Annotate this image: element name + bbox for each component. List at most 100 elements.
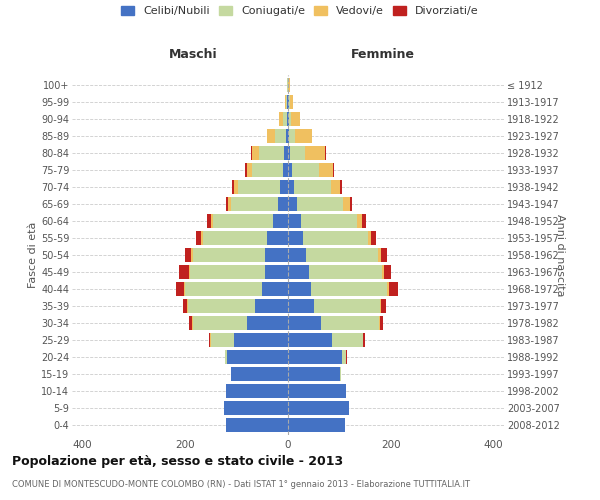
Bar	[342, 350, 346, 364]
Bar	[288, 282, 311, 296]
Bar	[251, 146, 252, 160]
Bar	[207, 214, 211, 228]
Bar	[308, 265, 382, 279]
Bar	[301, 214, 358, 228]
Bar	[297, 197, 343, 211]
Bar	[259, 146, 284, 160]
Bar	[182, 299, 187, 313]
Bar	[305, 146, 325, 160]
Bar	[193, 248, 265, 262]
Bar	[265, 248, 288, 262]
Bar	[340, 367, 341, 381]
Bar	[209, 333, 210, 347]
Bar	[189, 316, 192, 330]
Bar	[191, 248, 193, 262]
Bar	[290, 95, 293, 109]
Bar	[290, 112, 300, 126]
Bar	[247, 163, 252, 177]
Bar	[381, 299, 386, 313]
Bar	[289, 112, 290, 126]
Legend: Celibi/Nubili, Coniugati/e, Vedovi/e, Divorziati/e: Celibi/Nubili, Coniugati/e, Vedovi/e, Di…	[121, 6, 479, 16]
Bar	[280, 180, 288, 194]
Bar	[232, 367, 288, 381]
Bar	[332, 333, 362, 347]
Bar	[284, 146, 288, 160]
Bar	[214, 214, 272, 228]
Bar	[185, 248, 191, 262]
Bar	[184, 282, 185, 296]
Bar	[304, 231, 368, 245]
Bar	[252, 163, 283, 177]
Bar	[380, 299, 381, 313]
Bar	[245, 163, 247, 177]
Bar	[289, 129, 295, 143]
Bar	[387, 282, 389, 296]
Bar	[203, 231, 268, 245]
Bar	[226, 418, 288, 432]
Bar	[288, 418, 344, 432]
Bar	[389, 282, 398, 296]
Bar	[288, 299, 314, 313]
Bar	[333, 163, 334, 177]
Bar	[289, 95, 290, 109]
Bar	[226, 197, 229, 211]
Bar	[286, 95, 287, 109]
Bar	[272, 214, 288, 228]
Bar	[343, 197, 350, 211]
Bar	[288, 180, 294, 194]
Bar	[227, 350, 288, 364]
Bar	[211, 214, 214, 228]
Bar	[192, 316, 193, 330]
Bar	[283, 163, 288, 177]
Bar	[371, 231, 376, 245]
Bar	[234, 180, 238, 194]
Bar	[190, 265, 265, 279]
Bar	[229, 197, 232, 211]
Bar	[288, 333, 332, 347]
Bar	[288, 401, 349, 415]
Text: COMUNE DI MONTESCUDO-MONTE COLOMBO (RN) - Dati ISTAT 1° gennaio 2013 - Elaborazi: COMUNE DI MONTESCUDO-MONTE COLOMBO (RN) …	[12, 480, 470, 489]
Bar	[288, 78, 290, 92]
Bar	[288, 384, 346, 398]
Bar	[254, 299, 288, 313]
Bar	[350, 197, 352, 211]
Bar	[382, 265, 383, 279]
Text: Femmine: Femmine	[351, 48, 415, 60]
Bar	[224, 401, 288, 415]
Bar	[226, 384, 288, 398]
Bar	[368, 231, 371, 245]
Bar	[232, 197, 278, 211]
Bar	[294, 180, 331, 194]
Bar	[379, 316, 380, 330]
Bar	[234, 333, 288, 347]
Bar	[283, 112, 287, 126]
Bar	[211, 333, 234, 347]
Bar	[176, 282, 184, 296]
Bar	[185, 282, 262, 296]
Bar	[288, 248, 306, 262]
Bar	[275, 129, 286, 143]
Bar	[288, 231, 304, 245]
Bar	[363, 333, 365, 347]
Bar	[188, 299, 254, 313]
Bar	[225, 350, 227, 364]
Bar	[201, 231, 203, 245]
Bar	[383, 265, 391, 279]
Bar	[247, 316, 288, 330]
Bar	[340, 180, 342, 194]
Bar	[286, 129, 288, 143]
Bar	[232, 180, 234, 194]
Bar	[314, 299, 380, 313]
Bar	[189, 265, 190, 279]
Bar	[311, 282, 387, 296]
Bar	[295, 129, 311, 143]
Bar	[288, 146, 290, 160]
Bar	[380, 316, 383, 330]
Bar	[262, 282, 288, 296]
Bar	[288, 163, 292, 177]
Bar	[288, 265, 308, 279]
Bar	[268, 129, 275, 143]
Y-axis label: Anni di nascita: Anni di nascita	[555, 214, 565, 296]
Bar	[265, 265, 288, 279]
Bar	[319, 163, 333, 177]
